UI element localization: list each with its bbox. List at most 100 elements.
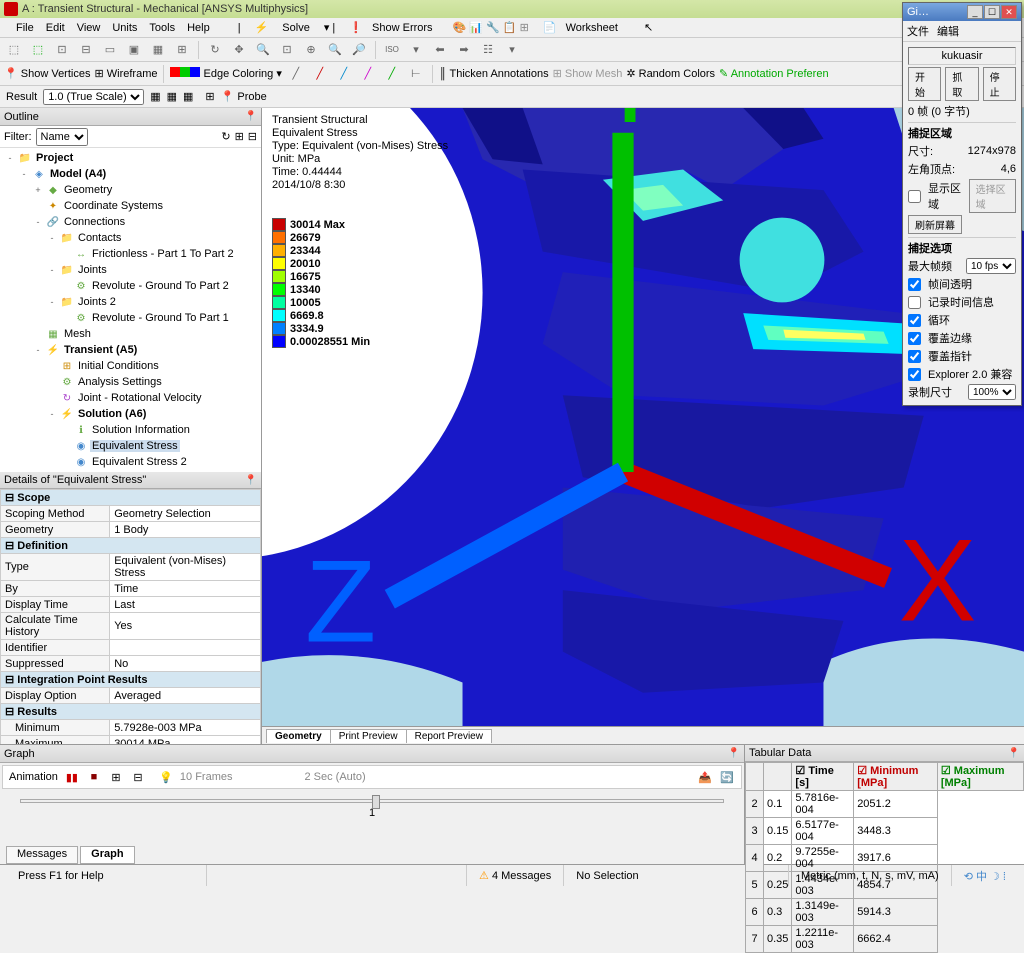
vertex-icon[interactable]: ⊡	[52, 40, 72, 60]
pin-icon[interactable]: 📍	[245, 475, 257, 486]
min-icon[interactable]: _	[967, 5, 983, 19]
boxzoom-icon[interactable]: ⊡	[277, 40, 297, 60]
pin-icon[interactable]: 📍	[245, 111, 257, 122]
menu-edit[interactable]: Edit	[40, 20, 71, 36]
zoom-icon[interactable]: 🔍	[253, 40, 273, 60]
tree-node[interactable]: + ◆ Geometry	[2, 182, 259, 198]
expand-icon[interactable]: ⊞	[235, 130, 244, 143]
bottom-tab[interactable]: Graph	[80, 846, 134, 864]
face-icon[interactable]: ▭	[100, 40, 120, 60]
pin-icon[interactable]: 📍	[1008, 748, 1020, 759]
solve-menu[interactable]: Solve	[276, 20, 316, 36]
tree-node[interactable]: ✦ Coordinate Systems	[2, 198, 259, 214]
edge-icon[interactable]: ⊟	[76, 40, 96, 60]
tree-node[interactable]: - ⚡ Transient (A5)	[2, 342, 259, 358]
tree-node[interactable]: - 📁 Joints 2	[2, 294, 259, 310]
export-icon[interactable]: 📤	[697, 769, 713, 785]
pin-icon[interactable]: 📍	[728, 748, 740, 759]
fit-icon[interactable]: ⊕	[301, 40, 321, 60]
tree-node[interactable]: ↻ Joint - Rotational Velocity	[2, 390, 259, 406]
extend-icon[interactable]: ⊞	[172, 40, 192, 60]
tree-node[interactable]: ▦ Mesh	[2, 326, 259, 342]
annot-pref[interactable]: ✎ Annotation Preferen	[719, 67, 829, 80]
tabular-table[interactable]: ☑ Time [s]☑ Minimum [MPa]☑ Maximum [MPa]…	[745, 762, 1024, 953]
pan-icon[interactable]: ✥	[229, 40, 249, 60]
fw-btn[interactable]: 抓取	[945, 67, 978, 101]
collapse-icon[interactable]: ⊟	[248, 130, 257, 143]
recsize-select[interactable]: 100%	[968, 384, 1016, 400]
tree-node[interactable]: ◉ Equivalent Stress	[2, 438, 259, 454]
rb2-icon[interactable]: ▦	[167, 90, 177, 103]
ec1-icon[interactable]: ╱	[286, 64, 306, 84]
status-icons[interactable]: ⟲ 中 ☽ ⁞	[951, 865, 1018, 886]
refresh-btn[interactable]: 刷新屏幕	[908, 215, 962, 234]
probe-btn[interactable]: 📍 Probe	[221, 90, 267, 103]
view-icon[interactable]: ▾	[406, 40, 426, 60]
menu-units[interactable]: Units	[106, 20, 143, 36]
thicken-btn[interactable]: ║ Thicken Annotations	[439, 68, 549, 80]
show-region-chk[interactable]	[908, 190, 921, 203]
views-icon[interactable]: ☷	[478, 40, 498, 60]
tb-misc[interactable]: 🎨 📊 🔧 📋 ⊞	[447, 19, 535, 36]
cursor-icon[interactable]: ↖	[638, 19, 659, 36]
view-tab[interactable]: Print Preview	[330, 729, 407, 743]
rb3-icon[interactable]: ▦	[183, 90, 193, 103]
capture-window[interactable]: Gi… _ ☐ ✕ 文件编辑 kukuasir 开始抓取停止 0 帧 (0 字节…	[902, 2, 1022, 406]
iso-icon[interactable]: ISO	[382, 40, 402, 60]
frames-label[interactable]: 10 Frames	[180, 771, 233, 783]
edge-coloring[interactable]: Edge Coloring ▾	[170, 67, 281, 80]
menu-tools[interactable]: Tools	[143, 20, 181, 36]
close-icon[interactable]: ✕	[1001, 5, 1017, 19]
time-slider[interactable]	[20, 799, 724, 803]
bulb-icon[interactable]: 💡	[158, 769, 174, 785]
tree-node[interactable]: - 📁 Joints	[2, 262, 259, 278]
fps-select[interactable]: 10 fps	[966, 258, 1016, 274]
tree-node[interactable]: - 📁 Contacts	[2, 230, 259, 246]
magnify-icon[interactable]: 🔎	[349, 40, 369, 60]
rb1-icon[interactable]: ▦	[150, 90, 160, 103]
cycle-icon[interactable]: 🔄	[719, 769, 735, 785]
status-messages[interactable]: ⚠ 4 Messages	[466, 865, 563, 886]
rb4-icon[interactable]: ⊞	[205, 90, 214, 103]
details-table[interactable]: ⊟ ScopeScoping MethodGeometry SelectionG…	[0, 489, 261, 744]
max-icon[interactable]: ☐	[984, 5, 1000, 19]
view-tabs[interactable]: GeometryPrint PreviewReport Preview	[262, 726, 1024, 744]
manage-icon[interactable]: ▾	[502, 40, 522, 60]
filter-select[interactable]: Name	[36, 128, 88, 146]
outline-tree[interactable]: - 📁 Project - ◈ Model (A4) + ◆ Geometry …	[0, 148, 261, 472]
tree-node[interactable]: ⚙ Analysis Settings	[2, 374, 259, 390]
body-icon[interactable]: ▣	[124, 40, 144, 60]
tree-node[interactable]: ⚙ Revolute - Ground To Part 2	[2, 278, 259, 294]
show-errors[interactable]: ❗ Show Errors	[343, 19, 444, 36]
menu-help[interactable]: Help	[181, 20, 216, 36]
tree-node[interactable]: - ◈ Model (A4)	[2, 166, 259, 182]
pause-icon[interactable]: ▮▮	[64, 769, 80, 785]
menu-view[interactable]: View	[71, 20, 107, 36]
tree-node[interactable]: - 📁 Project	[2, 150, 259, 166]
solve-icon[interactable]: ⚡	[249, 19, 275, 36]
show-mesh[interactable]: ⊞ Show Mesh	[553, 67, 623, 80]
frame2-icon[interactable]: ⊟	[130, 769, 146, 785]
next-icon[interactable]: ➡	[454, 40, 474, 60]
worksheet-btn[interactable]: 📄 Worksheet	[537, 19, 630, 36]
refresh-icon[interactable]: ↻	[221, 130, 230, 143]
select-icon[interactable]: ⬚	[4, 40, 24, 60]
node-icon[interactable]: ▦	[148, 40, 168, 60]
ec6-icon[interactable]: ⊢	[406, 64, 426, 84]
view-tab[interactable]: Geometry	[266, 729, 331, 743]
adjacent-icon[interactable]: ⬚	[28, 40, 48, 60]
prev-icon[interactable]: ⬅	[430, 40, 450, 60]
bottom-tabs[interactable]: MessagesGraph	[0, 846, 744, 864]
fw-btn[interactable]: 停止	[983, 67, 1016, 101]
ec2-icon[interactable]: ╱	[310, 64, 330, 84]
tree-node[interactable]: ⚙ Revolute - Ground To Part 1	[2, 310, 259, 326]
ec3-icon[interactable]: ╱	[334, 64, 354, 84]
sel-region-btn[interactable]: 选择区域	[969, 179, 1016, 213]
lookat-icon[interactable]: 🔍	[325, 40, 345, 60]
menu-file[interactable]: File	[10, 20, 40, 36]
ec4-icon[interactable]: ╱	[358, 64, 378, 84]
frame1-icon[interactable]: ⊞	[108, 769, 124, 785]
tree-node[interactable]: ⊞ Initial Conditions	[2, 358, 259, 374]
wireframe-btn[interactable]: ⊞ Wireframe	[94, 67, 157, 80]
rotate-icon[interactable]: ↻	[205, 40, 225, 60]
